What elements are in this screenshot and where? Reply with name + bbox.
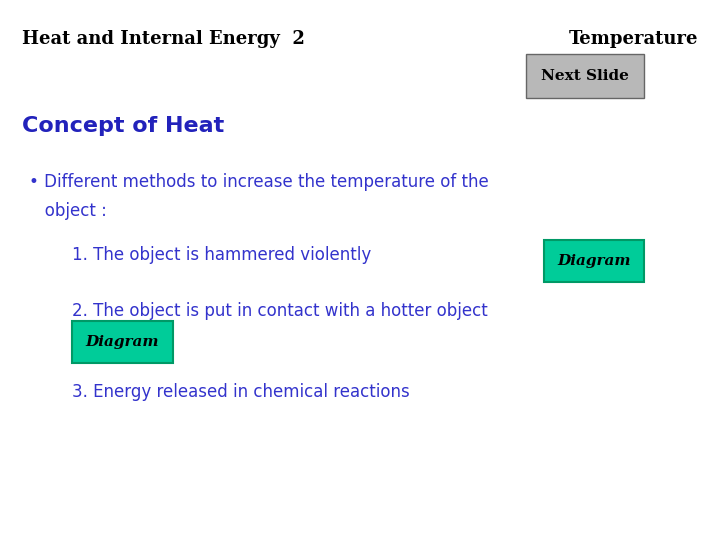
Text: 1. The object is hammered violently: 1. The object is hammered violently — [72, 246, 372, 264]
Text: object :: object : — [29, 202, 107, 220]
FancyBboxPatch shape — [526, 54, 644, 98]
FancyBboxPatch shape — [72, 321, 173, 363]
Text: Next Slide: Next Slide — [541, 69, 629, 83]
FancyBboxPatch shape — [544, 240, 644, 282]
Text: 3. Energy released in chemical reactions: 3. Energy released in chemical reactions — [72, 383, 410, 401]
Text: Temperature: Temperature — [569, 30, 698, 48]
Text: 2. The object is put in contact with a hotter object: 2. The object is put in contact with a h… — [72, 302, 487, 320]
Text: • Different methods to increase the temperature of the: • Different methods to increase the temp… — [29, 173, 489, 191]
Text: Diagram: Diagram — [557, 254, 631, 268]
Text: Heat and Internal Energy  2: Heat and Internal Energy 2 — [22, 30, 305, 48]
Text: Concept of Heat: Concept of Heat — [22, 116, 224, 136]
Text: Diagram: Diagram — [86, 335, 159, 349]
